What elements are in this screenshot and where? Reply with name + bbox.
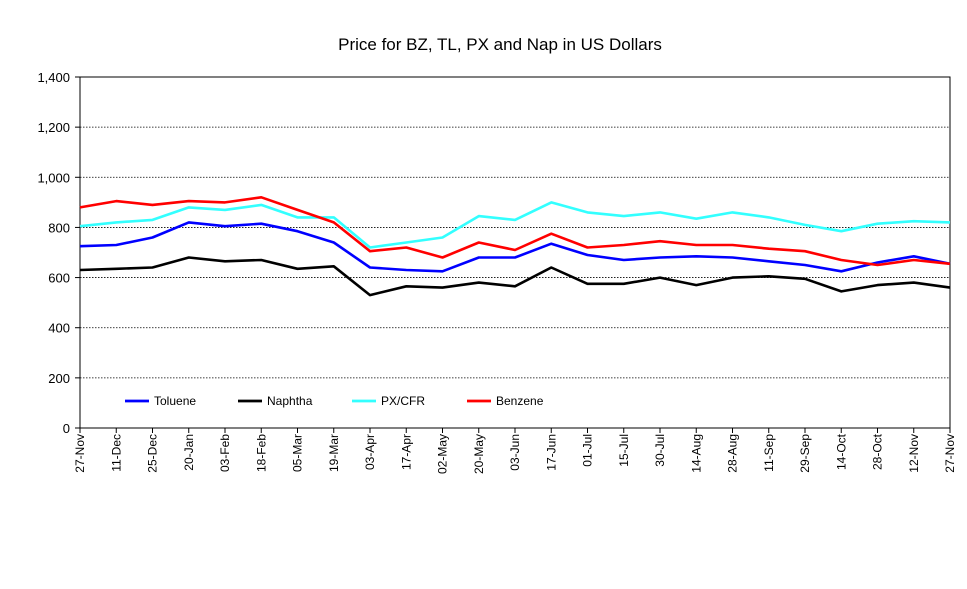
legend-label-toluene: Toluene bbox=[154, 394, 196, 408]
x-tick-label: 02-May bbox=[436, 434, 450, 474]
x-tick-label: 03-Jun bbox=[508, 434, 522, 471]
series-line-naphtha bbox=[79, 256, 951, 297]
series-line-px-cfr bbox=[79, 201, 951, 249]
x-tick-label: 28-Aug bbox=[726, 434, 740, 473]
legend-label-benzene: Benzene bbox=[496, 394, 544, 408]
x-tick-label: 28-Oct bbox=[871, 433, 885, 470]
x-tick-label: 17-Jun bbox=[544, 434, 558, 471]
x-tick-label: 11-Sep bbox=[762, 434, 776, 472]
x-tick-label: 15-Jul bbox=[617, 434, 631, 467]
legend-label-px-cfr: PX/CFR bbox=[381, 394, 425, 408]
x-axis: 27-Nov 11-Dec 25-Dec 20-Jan 03-Feb 18-Feb 05-M… bbox=[73, 428, 957, 474]
x-tick-label: 14-Aug bbox=[689, 434, 703, 473]
y-tick-label: 0 bbox=[63, 421, 70, 436]
chart-title: Price for BZ, TL, PX and Nap in US Dolla… bbox=[338, 35, 662, 54]
x-tick-label: 20-Jan bbox=[182, 434, 196, 471]
y-tick-label: 1,000 bbox=[37, 170, 70, 185]
series-lines bbox=[79, 196, 951, 297]
y-axis: 0 200 400 600 800 1,000 1,200 1,400 bbox=[37, 70, 80, 436]
y-tick-label: 400 bbox=[48, 321, 70, 336]
x-tick-label: 03-Feb bbox=[218, 434, 232, 472]
y-tick-label: 200 bbox=[48, 371, 70, 386]
x-tick-label: 30-Jul bbox=[653, 434, 667, 467]
x-tick-label: 18-Feb bbox=[254, 434, 268, 472]
y-tick-label: 1,400 bbox=[37, 70, 70, 85]
y-tick-label: 800 bbox=[48, 220, 70, 235]
legend: Toluene Naphtha PX/CFR Benzene bbox=[125, 394, 544, 408]
x-tick-label: 01-Jul bbox=[581, 434, 595, 467]
x-tick-label: 12-Nov bbox=[907, 434, 921, 473]
x-tick-label: 14-Oct bbox=[834, 433, 848, 470]
x-tick-label: 29-Sep bbox=[798, 434, 812, 473]
x-tick-label: 11-Dec bbox=[109, 434, 123, 472]
series-line-toluene bbox=[79, 221, 951, 273]
y-tick-label: 1,200 bbox=[37, 120, 70, 135]
series-line-benzene bbox=[79, 196, 951, 267]
x-tick-label: 25-Dec bbox=[146, 434, 160, 473]
x-tick-label: 03-Apr bbox=[363, 434, 377, 470]
legend-label-naphtha: Naphtha bbox=[267, 394, 313, 408]
x-tick-label: 05-Mar bbox=[291, 434, 305, 472]
y-tick-label: 600 bbox=[48, 271, 70, 286]
plot-area bbox=[79, 76, 951, 429]
x-tick-label: 17-Apr bbox=[399, 434, 413, 470]
x-tick-label: 27-Nov bbox=[943, 434, 957, 473]
x-tick-label: 27-Nov bbox=[73, 434, 87, 473]
x-tick-label: 20-May bbox=[472, 434, 486, 474]
x-tick-label: 19-Mar bbox=[327, 434, 341, 472]
